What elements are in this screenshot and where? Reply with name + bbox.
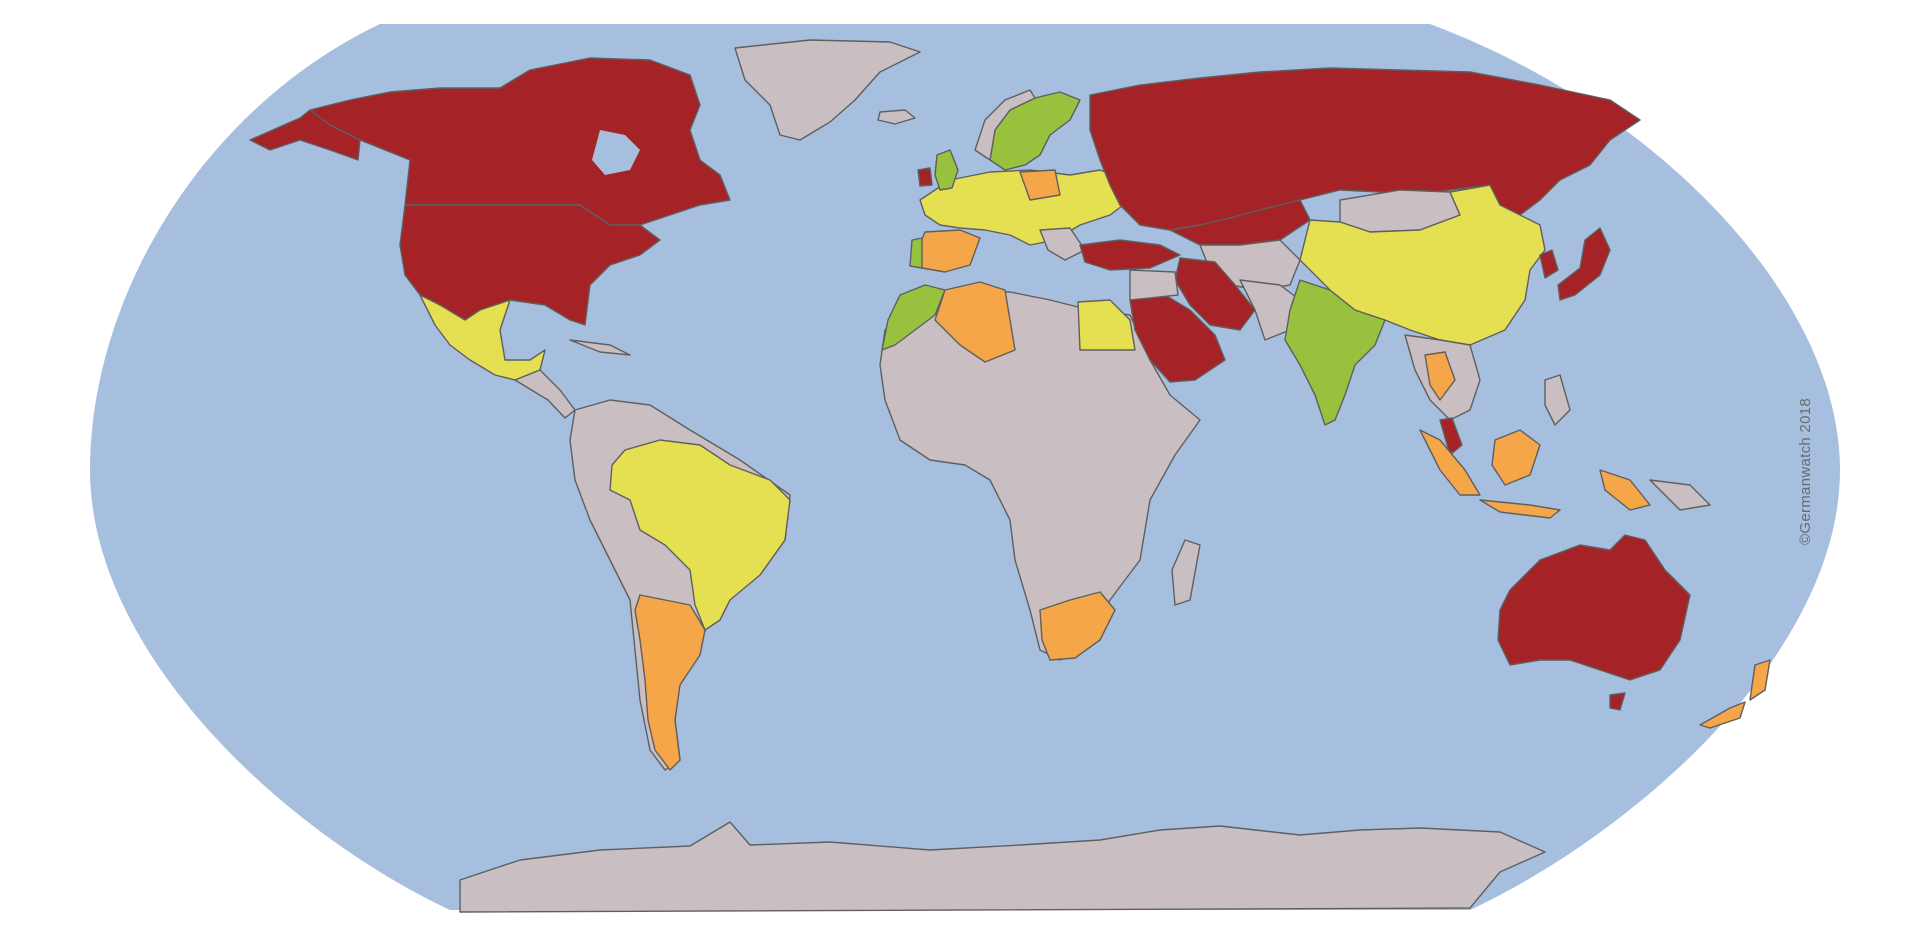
region-caribbean [569,339,631,356]
region-argentina [634,594,706,771]
region-alaska [249,109,361,161]
region-algeria [934,281,1016,363]
region-indonesia [1419,429,1651,519]
region-japan [1557,227,1611,301]
region-balkans [1039,227,1086,261]
region-norway [974,89,1036,161]
region-china [1299,184,1546,346]
region-united-kingdom [934,149,959,191]
copyright-credit: ©Germanwatch 2018 [1797,397,1814,545]
region-iran [1174,257,1256,331]
region-poland [1019,169,1061,201]
region-thailand [1424,351,1456,401]
region-papua [1649,479,1711,511]
region-south-korea [1539,249,1559,279]
region-mexico [419,294,546,381]
region-south-africa [1039,591,1116,661]
region-middle-east [1129,269,1179,301]
region-australia [1497,534,1691,681]
hudson-bay [592,130,640,175]
region-egypt [1077,299,1136,351]
region-brazil [609,439,791,631]
region-philippines [1544,374,1571,426]
region-europe-central [919,169,1131,246]
region-portugal [909,237,923,269]
region-borneo [1491,429,1541,486]
region-malaysia [1439,417,1463,456]
region-ireland [917,167,933,187]
region-morocco [881,284,946,351]
region-tasmania [1609,692,1626,711]
region-africa [879,289,1201,661]
region-saudi-arabia [1129,294,1226,383]
region-new-zealand [1699,659,1771,729]
region-antarctica [459,821,1546,913]
region-madagascar [1171,539,1201,606]
region-greenland [734,39,921,141]
region-iceland [877,109,916,125]
region-turkey [1079,239,1181,271]
